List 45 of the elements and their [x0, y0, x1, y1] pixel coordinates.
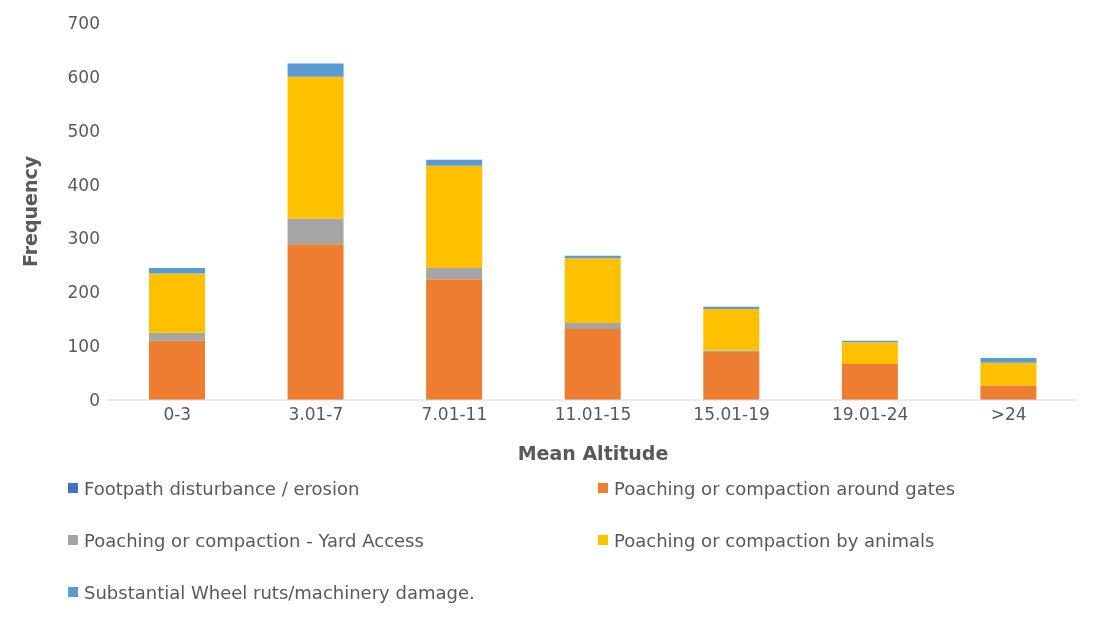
y-tick-label: 400 [67, 174, 100, 195]
bar [149, 332, 205, 341]
y-tick-label: 600 [67, 66, 100, 87]
bar [149, 268, 205, 274]
legend-label: Substantial Wheel ruts/machinery damage. [84, 581, 475, 603]
bar [287, 244, 344, 400]
x-tick-label: 15.01-19 [693, 404, 770, 425]
y-axis-title: Frequency [18, 155, 41, 268]
legend-label: Poaching or compaction - Yard Access [84, 529, 424, 551]
x-tick-label: 0-3 [163, 404, 192, 425]
x-tick-label: 3.01-7 [288, 404, 344, 425]
x-tick-label: 19.01-24 [831, 404, 909, 425]
bar [426, 279, 483, 400]
bar [426, 268, 483, 280]
bar [841, 342, 898, 364]
x-axis-title: Mean Altitude [517, 442, 669, 464]
bar [980, 385, 1037, 400]
x-tick-label: 7.01-11 [421, 404, 488, 425]
bar [703, 308, 760, 351]
bar [287, 218, 344, 245]
bar [426, 159, 483, 166]
y-tick-label: 500 [67, 120, 100, 141]
bar [287, 76, 344, 219]
legend-label: Footpath disturbance / erosion [84, 477, 360, 499]
y-tick-label: 300 [67, 228, 100, 249]
bar [564, 328, 621, 400]
bar [564, 258, 621, 323]
bar [703, 352, 760, 400]
bar [703, 306, 760, 309]
bar [841, 363, 898, 400]
legend-label: Poaching or compaction around gates [614, 477, 956, 499]
bar [980, 362, 1037, 386]
bar [287, 63, 344, 77]
bar [426, 165, 483, 269]
x-tick-label: 11.01-15 [554, 404, 632, 425]
y-tick-label: 0 [89, 390, 100, 411]
x-tick-label: >24 [990, 404, 1027, 425]
bar [564, 322, 621, 329]
legend-label: Poaching or compaction by animals [614, 529, 935, 551]
y-tick-label: 100 [67, 336, 100, 357]
y-tick-label: 700 [67, 13, 100, 34]
bar [149, 340, 205, 400]
bar [149, 273, 205, 333]
bar [980, 357, 1037, 363]
y-tick-label: 200 [67, 282, 100, 303]
